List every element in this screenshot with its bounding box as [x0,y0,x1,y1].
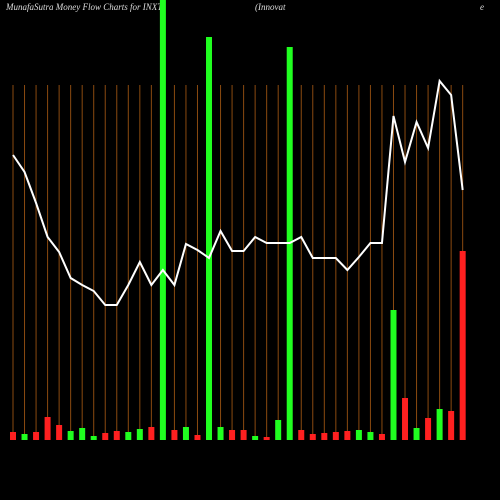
bar [90,436,97,440]
bar [390,310,397,440]
bar [367,432,374,440]
bar [240,430,247,440]
bar [413,428,420,440]
bar [448,411,455,440]
chart-subtitle: (Innovat [255,2,286,12]
bar [344,431,351,440]
bar [182,427,189,440]
bar [217,427,224,440]
bar [194,435,201,440]
bar [159,0,166,440]
bar [125,432,132,440]
bar [21,434,28,440]
bar [263,437,270,440]
bar [148,427,155,440]
chart-title-end: e [480,2,484,12]
bar [321,433,328,440]
bar [56,425,63,440]
bar [252,436,259,440]
bar [298,430,305,440]
bar [44,417,51,440]
bar [33,432,40,440]
bar [229,430,236,440]
bar [206,37,213,440]
bar [136,429,143,440]
bar [378,434,385,440]
bar [10,432,16,440]
bar [436,409,443,440]
bar [459,251,466,440]
bar [171,430,178,440]
bar [79,428,86,440]
bar [67,431,74,440]
bar [275,420,282,440]
chart-title: MunafaSutra Money Flow Charts for INXT [5,2,163,12]
bar [355,430,362,440]
bar [113,431,120,440]
price-line [12,78,464,306]
bar [425,418,432,440]
bar [102,433,109,440]
bar [402,398,409,440]
bar [309,434,316,440]
bar [332,432,339,440]
